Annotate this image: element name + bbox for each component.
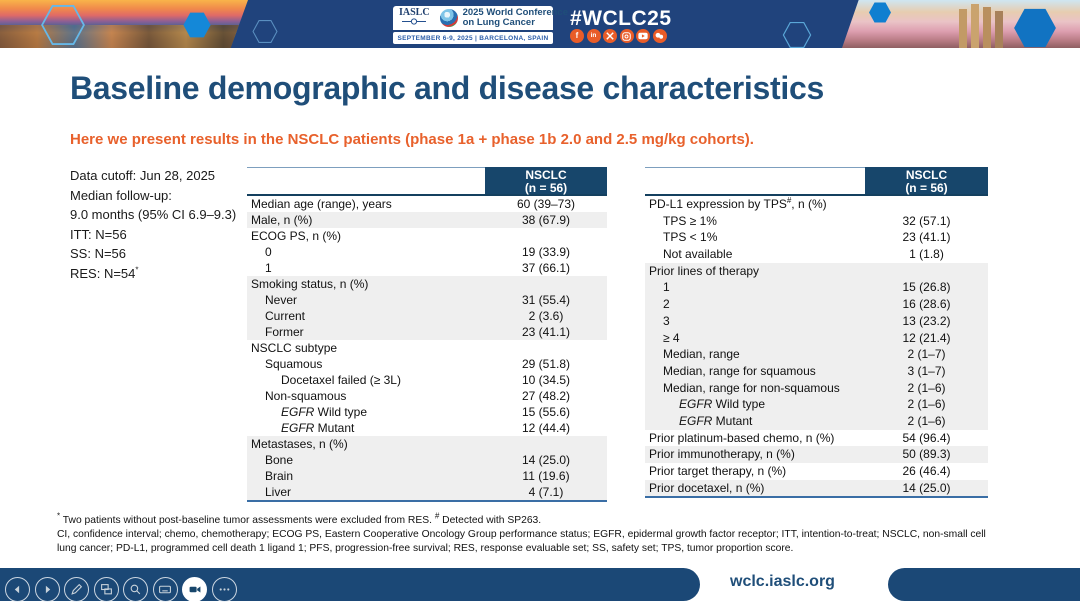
- table-row: Male, n (%) 38 (67.9): [247, 212, 607, 228]
- table-row: 1 37 (66.1): [265, 261, 571, 275]
- hexagon-icon: [182, 12, 212, 38]
- footnote-line: lung cancer; PD-L1, programmed cell deat…: [57, 543, 794, 554]
- table-row: ≥ 4 12 (21.4): [645, 329, 988, 347]
- table-row: Smoking status, n (%): [247, 276, 607, 292]
- table-header-cell: NSCLC (n = 56): [485, 166, 607, 194]
- table-row: Bone 14 (25.0): [247, 452, 607, 468]
- footnote-line: * Two patients without post-baseline tum…: [57, 511, 542, 526]
- pen-icon: [71, 583, 83, 595]
- table-left: NSCLC (n = 56) Median age (range), years…: [247, 166, 607, 502]
- table-row: 2 16 (28.6): [645, 296, 988, 313]
- slide-sorter-button[interactable]: [93, 577, 119, 602]
- table-row: PD-L1 expression by TPS#, n (%): [649, 196, 827, 212]
- table-row: Median, range for squamous 3 (1–7): [645, 362, 988, 380]
- table-row: TPS < 1% 23 (41.1): [663, 230, 951, 245]
- slides-icon: [100, 584, 112, 595]
- x-icon[interactable]: [603, 29, 617, 43]
- table-row: Non-squamous 27 (48.2): [265, 389, 571, 403]
- table-body: Median age (range), years 60 (39–73) Male,…: [247, 196, 607, 502]
- table-row: Docetaxel failed (≥ 3L) 10 (34.5): [281, 373, 571, 387]
- conference-banner: IASLC 2025 World Conference on Lung Canc…: [0, 0, 1080, 48]
- instagram-icon[interactable]: [619, 29, 634, 43]
- iaslc-logo: IASLC: [399, 8, 430, 28]
- hexagon-icon: [868, 2, 892, 23]
- table-row: Liver 4 (7.1): [247, 484, 607, 500]
- table-body: PD-L1 expression by TPS#, n (%) TPS ≥ 1% 3…: [645, 196, 988, 499]
- info-line: 9.0 months (95% CI 6.9–9.3): [70, 207, 237, 222]
- table-row: EGFR Wild type 15 (55.6): [281, 405, 571, 419]
- conference-title: 2025 World Conference on Lung Cancer: [462, 6, 568, 28]
- table-row: Former 23 (41.1): [247, 324, 607, 340]
- table-row: Prior docetaxel, n (%) 14 (25.0): [645, 479, 988, 497]
- table-right: NSCLC (n = 56) PD-L1 expression by TPS#,…: [645, 166, 988, 499]
- camera-icon: [189, 586, 200, 593]
- table-row: Median, range 2 (1–7): [645, 346, 988, 363]
- hashtag: #WCLC25: [570, 7, 672, 30]
- table-row: 1 15 (26.8): [645, 279, 988, 297]
- previous-slide-button[interactable]: [5, 577, 30, 602]
- table-header-cell: NSCLC (n = 56): [865, 166, 988, 194]
- table-row: EGFR Wild type 2 (1–6): [645, 396, 988, 413]
- slide-title: Baseline demographic and disease charact…: [70, 70, 824, 106]
- social-icons: f in: [570, 29, 667, 43]
- footer-right-pill: [888, 568, 1080, 601]
- presenter-toolbar: [5, 577, 237, 602]
- table-row: Median, range for non-squamous 2 (1–6): [645, 379, 988, 397]
- table-row: TPS ≥ 1% 32 (57.1): [663, 213, 951, 228]
- facebook-icon[interactable]: f: [570, 29, 584, 43]
- table-header: NSCLC (n = 56): [645, 166, 988, 196]
- table-row: Brain 11 (19.6): [247, 468, 607, 484]
- conference-badge: IASLC 2025 World Conference on Lung Canc…: [393, 6, 568, 44]
- ellipsis-icon: [219, 588, 229, 591]
- chevron-left-icon: [14, 585, 20, 594]
- info-line: SS: N=56: [70, 246, 127, 261]
- camera-button[interactable]: [182, 577, 207, 602]
- chevron-right-icon: [45, 585, 50, 594]
- wclc-logo: [439, 9, 458, 27]
- magnifier-icon: [130, 584, 141, 595]
- hexagon-icon: [40, 5, 86, 45]
- conference-url[interactable]: wclc.iaslc.org: [730, 573, 835, 590]
- info-line: ITT: N=56: [70, 226, 127, 242]
- table-row: Never 31 (55.4): [247, 292, 607, 308]
- captions-button[interactable]: [152, 577, 178, 602]
- info-line: Median follow-up:: [70, 187, 172, 203]
- study-info: Data cutoff: Jun 28, 2025 Median follow-u…: [70, 166, 260, 283]
- zoom-button[interactable]: [123, 577, 148, 602]
- info-line: RES: N=54*: [70, 265, 139, 281]
- more-options-button[interactable]: [211, 577, 237, 602]
- hexagon-icon: [252, 20, 278, 43]
- linkedin-icon[interactable]: in: [586, 29, 601, 43]
- table-row: Prior target therapy, n (%) 26 (46.4): [649, 464, 951, 478]
- table-row: Not available 1 (1.8): [663, 247, 944, 262]
- table-header: NSCLC (n = 56): [247, 166, 607, 196]
- table-row: Prior platinum-based chemo, n (%) 54 (96.…: [649, 430, 951, 445]
- conference-dates: SEPTEMBER 6-9, 2025 | BARCELONA, SPAIN: [393, 32, 553, 44]
- table-row: Median age (range), years 60 (39–73): [251, 197, 576, 211]
- table-row: ECOG PS, n (%): [251, 229, 342, 243]
- table-row: NSCLC subtype: [251, 341, 338, 355]
- table-row: EGFR Mutant 12 (44.4): [281, 421, 571, 435]
- footnote-line: CI, confidence interval; chemo, chemothe…: [57, 529, 986, 540]
- table-row: Squamous 29 (51.8): [265, 357, 571, 371]
- table-row: EGFR Mutant 2 (1–6): [645, 412, 988, 430]
- globe-icon: [402, 18, 427, 25]
- info-line: Data cutoff: Jun 28, 2025: [70, 168, 216, 183]
- keyboard-icon: [159, 585, 171, 594]
- chat-icon[interactable]: [652, 29, 667, 43]
- table-row: Prior immunotherapy, n (%) 50 (89.3): [645, 446, 988, 463]
- youtube-icon[interactable]: [636, 29, 650, 43]
- table-row: 3 13 (23.2): [645, 312, 988, 330]
- table-row: Prior lines of therapy: [645, 262, 988, 280]
- footnotes: * Two patients without post-baseline tum…: [57, 511, 986, 556]
- slide-subtitle: Here we present results in the NSCLC pat…: [70, 131, 754, 148]
- table-row: Current 2 (3.6): [247, 308, 607, 324]
- table-row: Metastases, n (%): [247, 436, 607, 452]
- next-slide-button[interactable]: [34, 577, 60, 602]
- table-row: 0 19 (33.9): [265, 245, 571, 259]
- pen-button[interactable]: [64, 577, 89, 602]
- hexagon-icon: [1012, 8, 1058, 48]
- hexagon-icon: [782, 22, 812, 48]
